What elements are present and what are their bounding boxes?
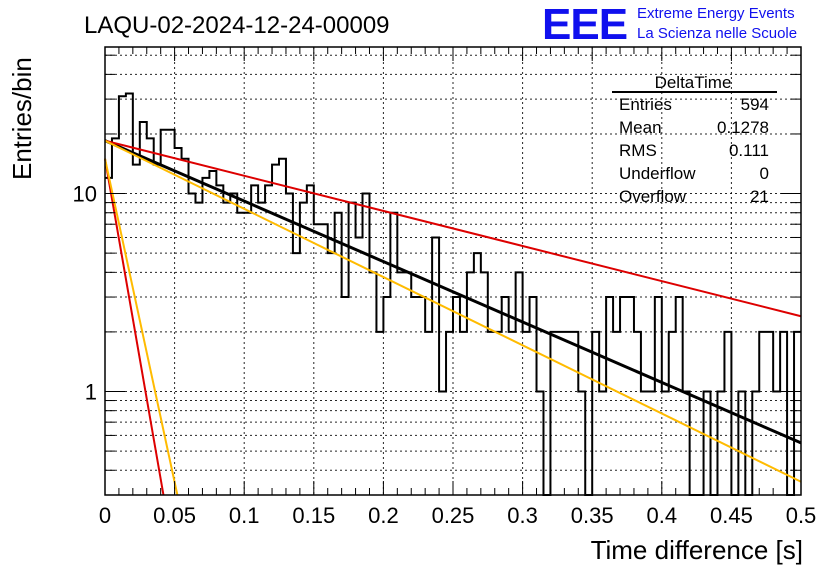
stats-box: DeltaTime Entries 594 Mean 0.1278 RMS 0.111 Un… — [612, 73, 777, 206]
x-tick-label: 0.45 — [710, 503, 753, 528]
histogram-bin — [363, 194, 370, 495]
stats-title: DeltaTime — [655, 73, 732, 92]
histogram-bin — [439, 391, 446, 495]
stats-label-rms: RMS — [619, 141, 657, 160]
x-tick-label: 0.15 — [292, 503, 335, 528]
histogram-bin — [202, 178, 209, 495]
histogram-bin — [376, 332, 383, 495]
histogram-bin — [314, 224, 321, 495]
x-tick-label: 0.05 — [153, 503, 196, 528]
stats-value-entries: 594 — [741, 95, 769, 114]
project-subtitle: La Scienza nelle Scuole — [637, 25, 797, 42]
stats-label-underflow: Underflow — [619, 164, 696, 183]
histogram-bin — [453, 297, 460, 495]
histogram-bin — [265, 185, 272, 495]
histogram-bin — [182, 159, 189, 495]
histogram-bin — [766, 332, 773, 495]
run-title: LAQU-02-2024-12-24-00009 — [84, 12, 390, 39]
histogram-bin — [216, 185, 223, 495]
x-tick-label: 0.3 — [507, 503, 538, 528]
histogram-bin — [676, 297, 683, 495]
eee-logo: EEE — [542, 0, 627, 49]
histogram-bin — [537, 391, 544, 495]
stats-value-underflow: 0 — [760, 164, 769, 183]
histogram-bin — [237, 213, 244, 495]
y-axis-label: Entries/bin — [7, 57, 37, 180]
histogram-bin — [474, 253, 481, 495]
histogram-bin — [369, 272, 376, 495]
histogram-bin — [168, 130, 175, 495]
grid — [104, 47, 802, 496]
histogram-bin — [390, 213, 397, 495]
stats-label-mean: Mean — [619, 118, 662, 137]
histogram-bin — [209, 171, 216, 495]
fit-line-orange — [104, 139, 802, 483]
stats-value-rms: 0.111 — [729, 141, 769, 160]
x-tick-label: 0.2 — [368, 503, 399, 528]
histogram-bin — [244, 213, 251, 495]
x-axis-label: Time difference [s] — [591, 535, 803, 565]
histogram-bin — [230, 194, 237, 495]
stats-value-mean: 0.1278 — [717, 118, 769, 137]
histogram-bin — [738, 391, 745, 495]
histogram-bin — [662, 391, 669, 495]
histogram-bin — [773, 391, 780, 495]
fit-line-black — [104, 139, 802, 445]
stats-value-overflow: 21 — [750, 187, 769, 206]
histogram-bin — [397, 272, 404, 495]
fit-line-red — [104, 158, 165, 496]
histogram-bin — [752, 391, 759, 495]
histogram-bin — [147, 138, 154, 495]
x-tick-label: 0.1 — [229, 503, 260, 528]
histogram-bin — [683, 391, 690, 495]
histogram-bin — [606, 297, 613, 495]
histogram-bin — [105, 178, 112, 495]
stats-label-entries: Entries — [619, 95, 672, 114]
fit-line-red — [104, 139, 802, 318]
x-tick-label: 0 — [99, 503, 111, 528]
histogram-bin — [669, 332, 676, 495]
fit-curves — [104, 139, 802, 496]
histogram-bin — [279, 159, 286, 495]
histogram-bin — [418, 297, 425, 495]
histogram-bin — [404, 272, 411, 495]
fit-line-orange — [104, 158, 179, 496]
histogram-bin — [342, 297, 349, 495]
project-name: Extreme Energy Events — [637, 5, 795, 22]
x-tick-label: 0.25 — [432, 503, 475, 528]
histogram-bin — [356, 237, 363, 495]
histogram-bin — [516, 272, 523, 495]
histogram-bin — [432, 237, 439, 495]
histogram-bin — [293, 253, 300, 495]
y-tick-label: 10 — [73, 182, 97, 207]
histogram-bin — [328, 253, 335, 495]
histogram-bin — [383, 297, 390, 495]
histogram-bin — [655, 297, 662, 495]
histogram-bin — [175, 148, 182, 495]
histogram-bin — [189, 194, 196, 495]
stats-label-overflow: Overflow — [619, 187, 687, 206]
histogram-bin — [571, 332, 578, 495]
y-tick-label: 1 — [85, 379, 97, 404]
histogram-bin — [140, 122, 147, 495]
histogram-bin — [411, 297, 418, 495]
axes: 0 0.05 0.1 0.15 0.2 0.25 0.3 0.35 0.4 0.45 0.5 1 10 — [73, 46, 817, 528]
histogram-bin — [467, 272, 474, 495]
histogram-bin — [599, 391, 606, 495]
histogram-bin — [509, 332, 516, 495]
histogram-bin — [321, 224, 328, 495]
histogram-bin — [502, 297, 509, 495]
x-tick-label: 0.4 — [647, 503, 678, 528]
x-tick-label: 0.5 — [786, 503, 817, 528]
histogram-bin — [119, 96, 126, 495]
histogram-bin — [704, 391, 711, 495]
histogram-bin — [251, 185, 258, 495]
histogram-bin — [286, 194, 293, 495]
x-tick-label: 0.35 — [571, 503, 614, 528]
histogram-bin — [578, 391, 585, 495]
